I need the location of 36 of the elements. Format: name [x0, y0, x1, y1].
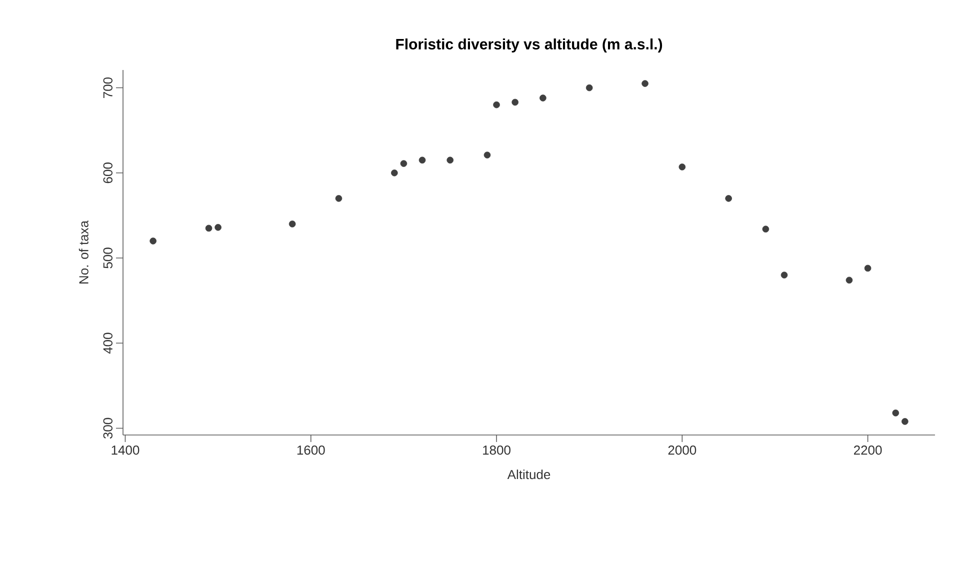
x-tick-label: 1800 [483, 446, 510, 455]
x-axis-title: Altitude [507, 470, 550, 480]
point [725, 195, 732, 202]
point [540, 94, 546, 102]
point [214, 224, 222, 231]
point [892, 410, 900, 416]
point [762, 226, 770, 232]
point [902, 418, 908, 425]
point [586, 84, 593, 92]
point [678, 164, 686, 170]
point [288, 220, 296, 228]
point [400, 160, 408, 167]
point [150, 238, 156, 244]
point [864, 264, 872, 272]
x-tick-label: 1400 [112, 446, 140, 455]
point [512, 98, 518, 106]
point [493, 101, 500, 108]
chart-title: Floristic diversity vs altitude (m a.s.l.) [396, 38, 662, 52]
point [780, 272, 788, 278]
y-tick-label: 400 [103, 332, 112, 354]
point [418, 156, 426, 164]
y-axis-title: No. of taxa [78, 220, 88, 284]
x-tick-label: 1600 [297, 446, 325, 455]
x-tick-label: 2000 [668, 446, 696, 455]
point [335, 195, 342, 202]
point [846, 276, 853, 284]
x-tick-label: 2200 [854, 446, 882, 455]
y-tick-label: 300 [103, 418, 112, 439]
point [391, 170, 398, 176]
point [642, 80, 648, 87]
y-tick-label: 500 [103, 248, 112, 268]
y-tick-label: 700 [103, 77, 112, 98]
point [205, 224, 212, 232]
point [484, 152, 491, 158]
point [446, 156, 454, 164]
y-tick-label: 600 [103, 162, 112, 184]
